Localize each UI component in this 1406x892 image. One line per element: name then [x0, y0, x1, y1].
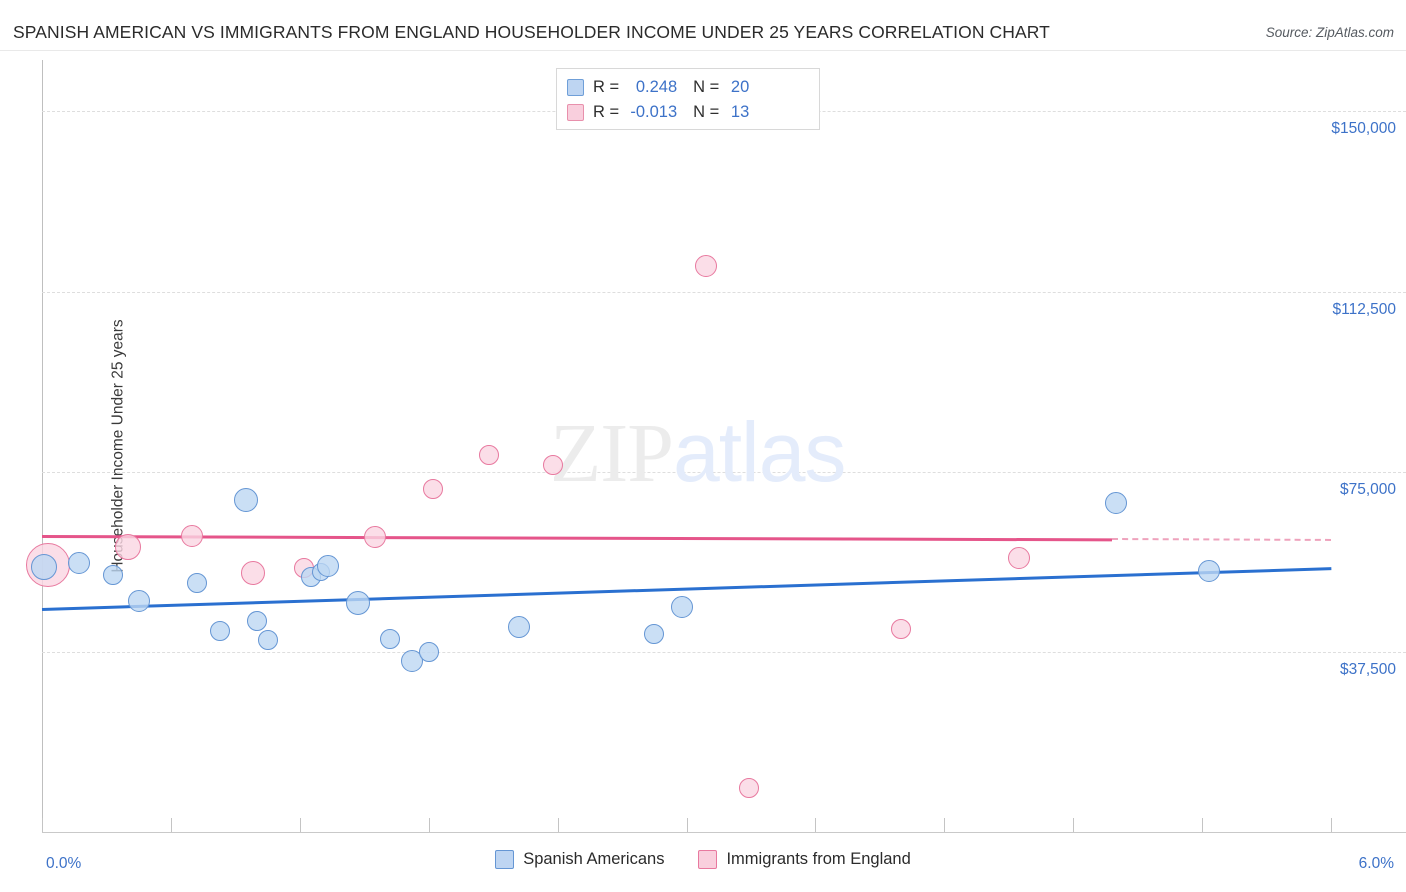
scatter-point[interactable] [644, 623, 665, 644]
scatter-point[interactable] [210, 620, 231, 641]
y-axis-tick-label: $150,000 [1331, 120, 1396, 138]
legend-label: Spanish Americans [523, 850, 665, 868]
scatter-point[interactable] [102, 565, 123, 586]
x-axis-tick [944, 818, 946, 832]
stats-n-label-pink: N = [693, 103, 720, 121]
scatter-point[interactable] [181, 525, 204, 548]
scatter-point[interactable] [671, 596, 694, 619]
scatter-point[interactable] [186, 573, 207, 594]
scatter-point[interactable] [738, 777, 759, 798]
x-axis-tick [815, 818, 817, 832]
x-axis-tick [1073, 818, 1075, 832]
scatter-point[interactable] [418, 642, 439, 663]
watermark-atlas: atlas [673, 405, 846, 499]
scatter-point[interactable] [234, 488, 259, 513]
stats-n-label-blue: N = [693, 78, 720, 96]
stats-row-blue: R = 0.248 N = 20 [567, 75, 809, 100]
scatter-point[interactable] [380, 628, 401, 649]
stats-n-value-blue: 20 [730, 78, 750, 96]
y-axis-tick-label: $75,000 [1339, 480, 1396, 498]
scatter-point[interactable] [400, 649, 423, 672]
stats-r-value-pink: -0.013 [630, 103, 678, 121]
trendline-pink [1111, 538, 1331, 541]
legend-swatch-icon [495, 850, 515, 869]
scatter-point[interactable] [1105, 492, 1128, 515]
scatter-point[interactable] [345, 591, 370, 616]
x-axis-label-min: 0.0% [46, 855, 82, 872]
legend-item-spanish-americans[interactable]: Spanish Americans [495, 850, 664, 869]
scatter-point[interactable] [891, 619, 912, 640]
x-axis-tick [1202, 818, 1204, 832]
stats-n-value-pink: 13 [730, 103, 750, 121]
legend-swatch-icon [698, 850, 718, 869]
x-axis-tick [686, 818, 688, 832]
y-axis-tick-label: $37,500 [1339, 660, 1396, 678]
x-axis-tick [428, 818, 430, 832]
scatter-point[interactable] [694, 255, 717, 278]
legend-item-immigrants-from-england[interactable]: Immigrants from England [698, 850, 911, 869]
scatter-point[interactable] [127, 589, 150, 612]
x-axis-tick [170, 818, 172, 832]
page-title: SPANISH AMERICAN VS IMMIGRANTS FROM ENGL… [13, 22, 1050, 42]
x-axis-tick [42, 818, 43, 832]
x-axis-tick [1331, 818, 1332, 832]
scatter-point[interactable] [67, 552, 90, 574]
correlation-stats-box: R = 0.248 N = 20 R = -0.013 N = 13 [556, 68, 820, 130]
source-attribution: Source: ZipAtlas.com [1265, 25, 1394, 40]
stats-r-label-pink: R = [593, 103, 620, 121]
x-axis-label-max: 6.0% [1358, 855, 1394, 872]
scatter-point[interactable] [1197, 559, 1220, 582]
x-axis-tick [299, 818, 301, 832]
scatter-point[interactable] [1008, 546, 1031, 569]
header-divider [0, 50, 1406, 51]
series-legend: Spanish Americans Immigrants from England [0, 850, 1406, 869]
scatter-point[interactable] [478, 445, 499, 466]
y-axis-line [42, 60, 43, 832]
zipatlas-watermark: ZIPatlas [550, 404, 846, 502]
stats-swatch-pink-icon [567, 104, 584, 121]
legend-label: Immigrants from England [726, 850, 911, 868]
scatter-point[interactable] [246, 610, 267, 631]
scatter-point[interactable] [507, 615, 530, 638]
scatter-point[interactable] [422, 479, 443, 500]
gridline-y [42, 651, 1406, 653]
scatter-point[interactable] [363, 526, 386, 549]
scatter-point[interactable] [543, 455, 564, 475]
stats-r-label-blue: R = [593, 78, 620, 96]
stats-row-pink: R = -0.013 N = 13 [567, 100, 809, 125]
x-axis-line [42, 832, 1406, 833]
gridline-y [42, 471, 1406, 473]
scatter-point[interactable] [316, 554, 339, 577]
scatter-point[interactable] [257, 629, 278, 650]
x-axis-tick [557, 818, 559, 832]
scatter-point[interactable] [114, 534, 141, 561]
watermark-zip: ZIP [550, 407, 674, 500]
stats-swatch-blue-icon [567, 79, 584, 96]
y-axis-tick-label: $112,500 [1332, 300, 1397, 318]
scatter-point[interactable] [31, 553, 58, 580]
scatter-point[interactable] [240, 560, 265, 585]
stats-r-value-blue: 0.248 [635, 78, 678, 96]
gridline-y [42, 291, 1406, 293]
